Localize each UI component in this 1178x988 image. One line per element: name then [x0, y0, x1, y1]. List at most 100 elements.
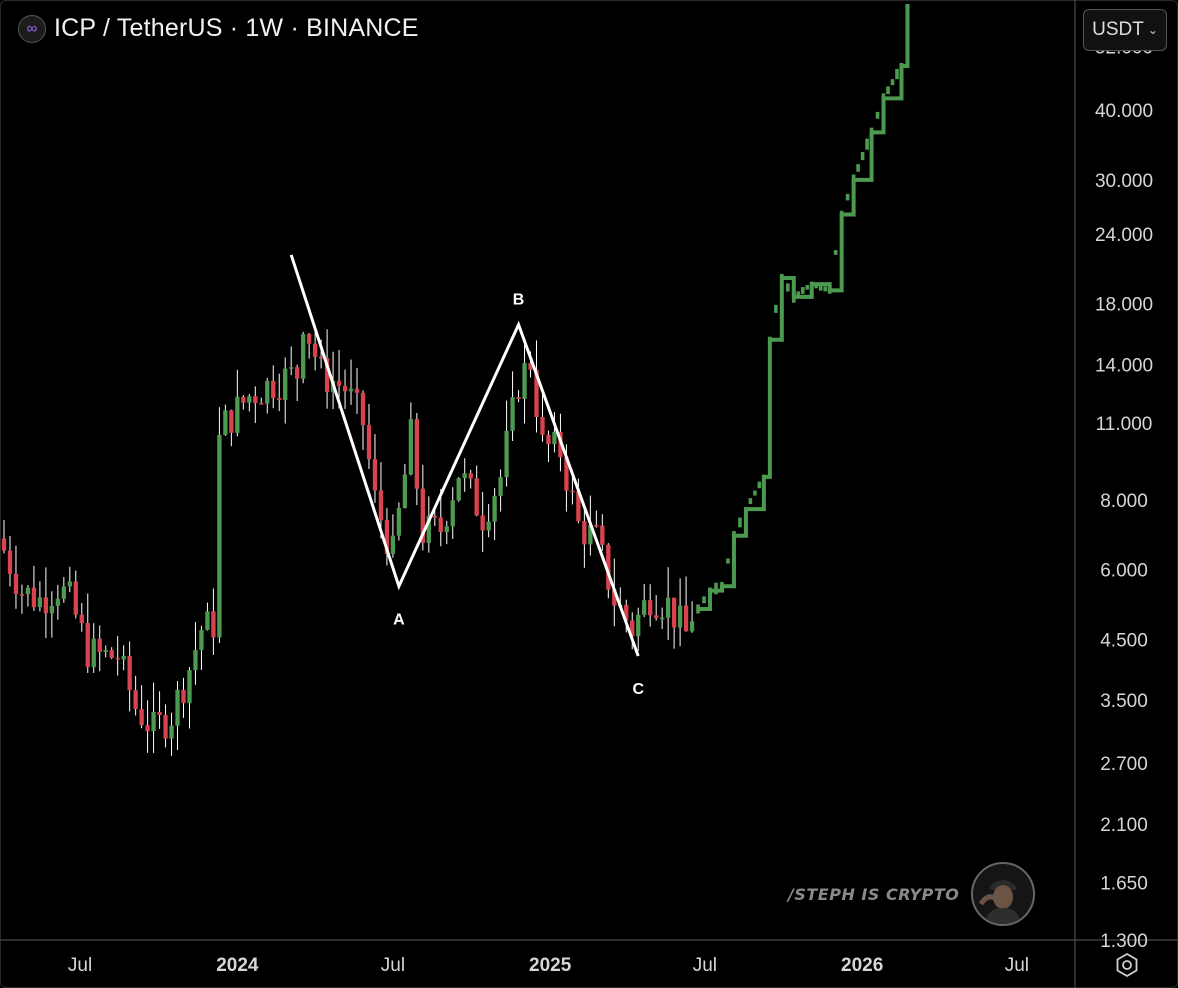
candle-body — [492, 495, 497, 522]
candle-body — [438, 517, 443, 533]
projection-path — [698, 4, 910, 611]
projection-bar — [720, 581, 724, 591]
candle-body — [199, 629, 204, 650]
candle-body — [636, 614, 641, 637]
candle-body — [564, 457, 569, 491]
candle-body — [67, 581, 72, 587]
candle-body — [19, 594, 25, 596]
gear-icon[interactable] — [1110, 948, 1144, 982]
candle-body — [510, 397, 515, 431]
candle-body — [654, 615, 659, 619]
y-tick-label: 1.650 — [1100, 873, 1148, 894]
y-tick-label: 14.000 — [1095, 355, 1153, 376]
y-tick-label: 4.500 — [1100, 630, 1148, 651]
projection-bar — [809, 281, 814, 287]
candle-body — [295, 367, 300, 379]
candle-body — [665, 597, 671, 618]
candle-body — [498, 477, 503, 496]
infinity-icon[interactable]: ∞ — [18, 14, 46, 43]
candle-body — [169, 725, 174, 739]
x-tick-label: 2026 — [841, 955, 883, 976]
y-tick-label: 30.000 — [1095, 171, 1153, 192]
projection-bar — [856, 164, 860, 172]
candle-body — [211, 611, 216, 638]
candle-body — [522, 363, 527, 399]
candle-body — [456, 478, 461, 501]
candle-body — [318, 356, 324, 359]
projection-bar — [827, 287, 832, 294]
projection-bar — [839, 210, 844, 219]
chevron-down-icon: ⌄ — [1147, 23, 1158, 37]
candle-body — [145, 725, 150, 732]
candle-body — [121, 656, 126, 660]
candle-body — [283, 368, 288, 400]
candle-body — [546, 434, 551, 445]
candle-body — [372, 459, 378, 491]
candle-body — [570, 490, 575, 493]
candle-body — [49, 605, 55, 614]
candle-body — [301, 334, 306, 379]
candle-body — [624, 604, 629, 621]
candle-body — [265, 380, 270, 404]
projection-bar — [744, 507, 748, 512]
candle-body — [229, 410, 234, 433]
candle-body — [366, 425, 372, 460]
x-tick-label: Jul — [1005, 955, 1029, 976]
candle-body — [253, 396, 258, 404]
candle-body — [1, 538, 7, 551]
projection-bar — [757, 481, 762, 489]
y-tick-label: 2.700 — [1100, 754, 1148, 775]
projection-bar — [786, 283, 790, 292]
candle-body — [241, 396, 246, 403]
candle-body — [7, 550, 13, 574]
abc-wave-line — [289, 254, 640, 657]
projection-bar — [845, 193, 850, 201]
candle-body — [271, 380, 276, 398]
x-tick-label: Jul — [693, 955, 717, 976]
candle-body — [414, 419, 419, 489]
candle-body — [378, 490, 384, 521]
candle-body — [504, 430, 509, 478]
candle-body — [540, 416, 545, 435]
candle-body — [402, 474, 408, 509]
symbol-title[interactable]: ICP / TetherUS · 1W · BINANCE — [54, 14, 419, 42]
candle-body — [324, 357, 330, 393]
projection-bar — [899, 62, 904, 70]
projection-bar — [865, 138, 869, 150]
wave-layer: A B C — [289, 254, 644, 698]
candle-body — [462, 473, 467, 479]
candle-body — [312, 343, 318, 357]
candle-body — [133, 690, 138, 710]
projection-bar — [823, 286, 827, 292]
projection-layer — [696, 4, 910, 614]
candle-body — [139, 709, 144, 726]
candle-body — [468, 473, 473, 479]
projection-bar — [895, 68, 899, 80]
currency-selector[interactable]: USDT ⌄ — [1083, 9, 1167, 51]
candle-body — [217, 434, 222, 638]
candle-body — [426, 515, 431, 543]
candle-body — [103, 650, 108, 653]
candle-body — [677, 605, 683, 628]
candle-body — [181, 689, 186, 704]
avatar-icon — [971, 862, 1036, 926]
y-tick-label: 1.300 — [1100, 931, 1148, 952]
projection-bar — [869, 127, 874, 138]
candle-body — [528, 363, 533, 370]
candle-body — [534, 369, 539, 417]
projection-bar — [748, 498, 753, 505]
projection-bar — [881, 93, 886, 104]
y-tick-label: 24.000 — [1095, 225, 1153, 246]
projection-bar — [875, 111, 880, 119]
candle-body — [109, 650, 114, 658]
candle-body — [384, 520, 390, 554]
candle-body — [480, 515, 485, 531]
candle-body — [127, 656, 132, 691]
candle-body — [151, 712, 156, 732]
candle-body — [91, 638, 96, 668]
projection-bar — [833, 250, 838, 255]
candle-body — [606, 544, 611, 590]
x-tick-label: 2024 — [216, 955, 259, 976]
candle-body — [396, 508, 402, 536]
